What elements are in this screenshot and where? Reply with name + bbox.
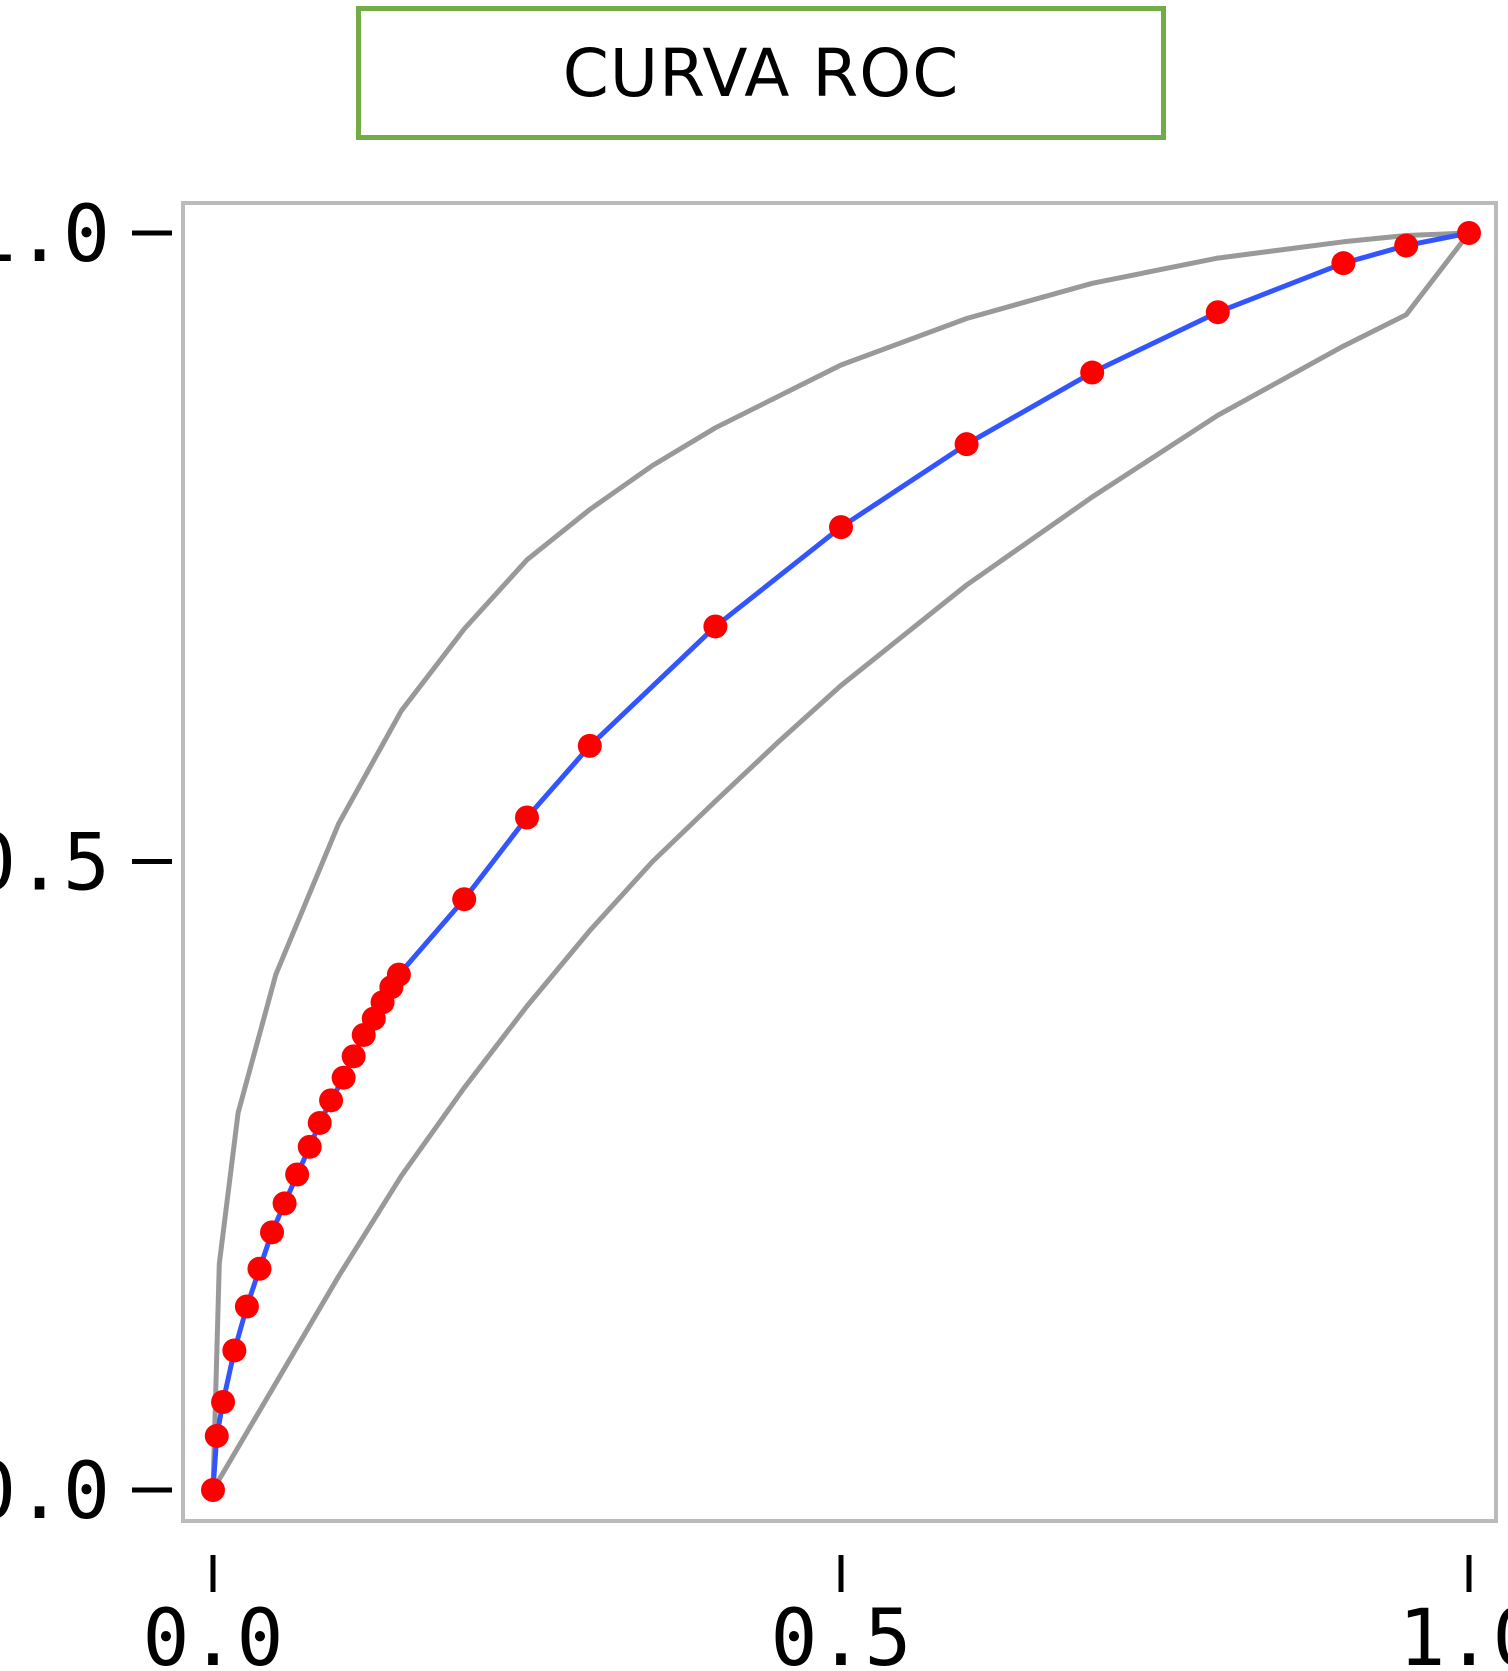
roc-point: [515, 805, 539, 830]
x-tick-label: 0.5: [771, 1594, 912, 1671]
y-tick-label: 0.0: [0, 1447, 110, 1537]
roc-point: [307, 1110, 332, 1135]
roc-point: [331, 1065, 356, 1090]
lower-band-line: [210, 231, 1471, 1492]
roc-point: [297, 1134, 322, 1159]
roc-point: [234, 1294, 259, 1319]
roc-point: [247, 1256, 272, 1281]
confidence-bands: [210, 230, 1471, 1492]
roc-point: [1205, 300, 1230, 325]
x-tick-label: 1.0: [1399, 1594, 1508, 1671]
roc-point: [829, 515, 853, 540]
roc-point: [285, 1162, 310, 1187]
roc-point: [577, 733, 602, 758]
y-tick-label: 1.0: [0, 190, 110, 280]
roc-point: [1080, 360, 1105, 385]
roc-series: [201, 221, 1481, 1502]
roc-point: [204, 1423, 229, 1448]
y-tick-label: 0.5: [0, 819, 110, 909]
roc-point: [1394, 233, 1419, 258]
plot-frame: [181, 201, 1498, 1523]
roc-point: [201, 1478, 225, 1502]
roc-point: [1331, 251, 1356, 276]
roc-point: [703, 614, 728, 639]
x-tick-label: 0.0: [143, 1594, 284, 1671]
roc-point: [260, 1220, 285, 1245]
roc-point: [319, 1088, 344, 1113]
roc-point: [222, 1338, 247, 1363]
roc-point: [211, 1390, 236, 1415]
roc-point: [1457, 221, 1481, 245]
roc-point: [341, 1044, 366, 1069]
roc-point: [272, 1191, 297, 1216]
chart-title-box: CURVA ROC: [356, 6, 1166, 140]
roc-point: [386, 962, 411, 987]
roc-point: [452, 887, 477, 912]
roc-point: [954, 432, 979, 457]
axes: 0.0 0.5 1.0 0.0 0.5 1.0: [0, 190, 1508, 1671]
upper-band-line: [210, 230, 1470, 1491]
chart-title: CURVA ROC: [562, 34, 960, 112]
